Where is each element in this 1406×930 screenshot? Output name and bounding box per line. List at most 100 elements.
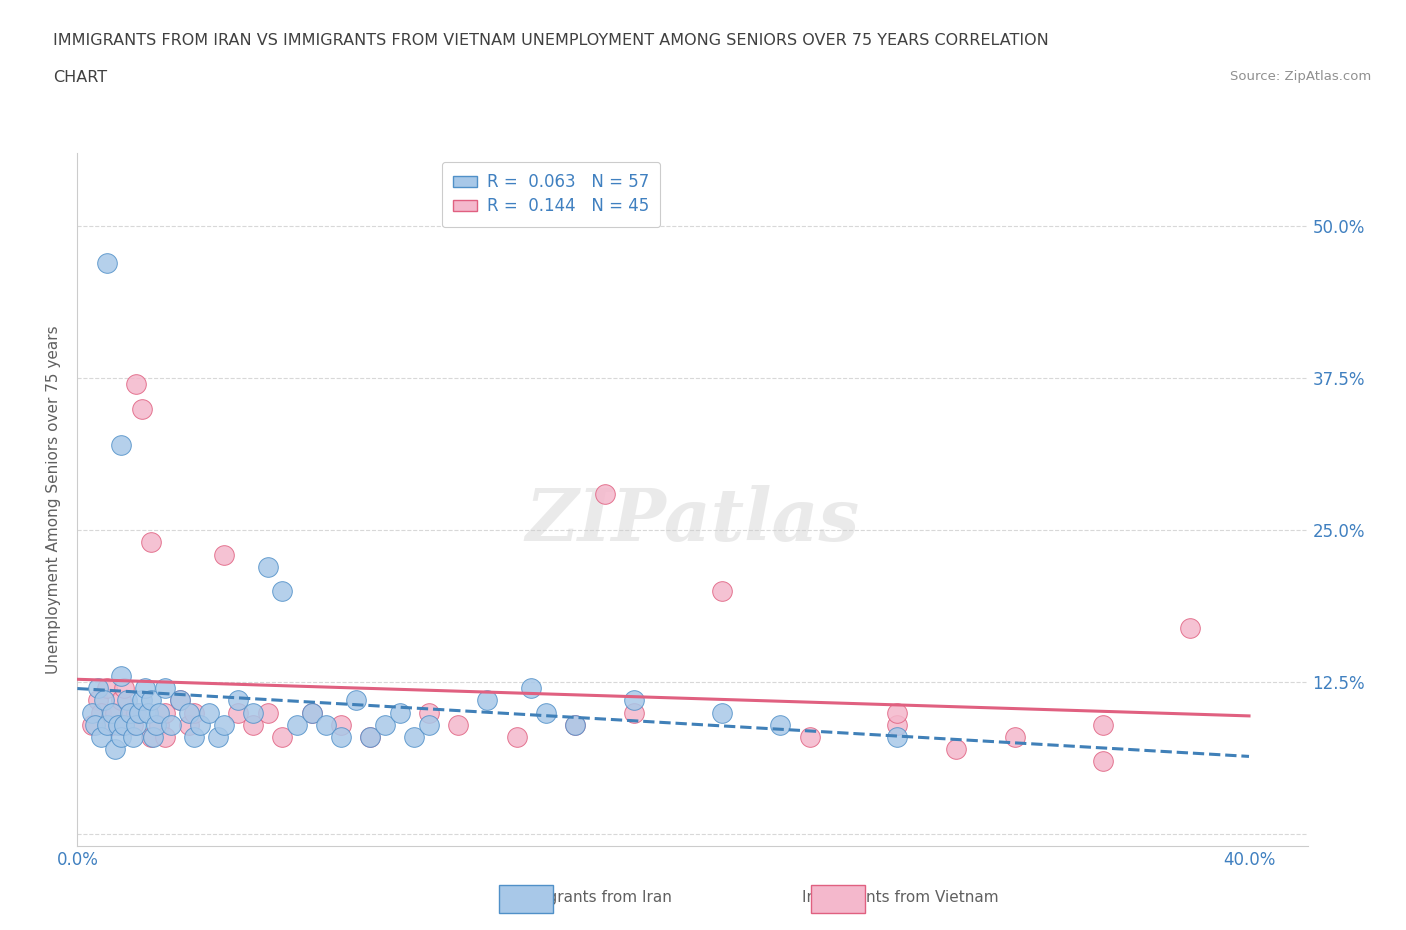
Point <box>115 693 138 708</box>
Point <box>155 705 177 720</box>
Point <box>93 693 115 708</box>
Point <box>228 705 250 720</box>
Point <box>177 717 200 732</box>
Point <box>128 705 150 720</box>
Point <box>139 693 162 708</box>
Point <box>87 681 110 696</box>
Text: CHART: CHART <box>53 70 107 85</box>
Point <box>623 705 645 720</box>
Point <box>710 584 733 599</box>
Point <box>404 729 426 744</box>
Point <box>134 681 156 696</box>
Point <box>131 693 153 708</box>
Point <box>96 681 118 696</box>
Point <box>477 693 499 708</box>
Point <box>212 547 235 562</box>
Point <box>330 729 353 744</box>
Point <box>564 717 586 732</box>
Point <box>177 705 200 720</box>
Point <box>242 705 264 720</box>
Point <box>90 705 112 720</box>
Point <box>242 717 264 732</box>
Point <box>198 705 221 720</box>
Point <box>112 681 135 696</box>
Point <box>148 705 170 720</box>
Point <box>315 717 337 732</box>
Point <box>139 729 162 744</box>
Point <box>271 729 294 744</box>
Point <box>110 438 132 453</box>
Point <box>125 705 148 720</box>
Point <box>1180 620 1202 635</box>
Text: ZIPatlas: ZIPatlas <box>526 485 859 556</box>
Point <box>623 693 645 708</box>
Point <box>110 729 132 744</box>
Point <box>104 741 127 756</box>
Point <box>388 705 411 720</box>
Text: IMMIGRANTS FROM IRAN VS IMMIGRANTS FROM VIETNAM UNEMPLOYMENT AMONG SENIORS OVER : IMMIGRANTS FROM IRAN VS IMMIGRANTS FROM … <box>53 33 1049 47</box>
Point <box>120 705 141 720</box>
Point <box>87 693 110 708</box>
Point <box>139 535 162 550</box>
Text: Source: ZipAtlas.com: Source: ZipAtlas.com <box>1230 70 1371 83</box>
Text: Immigrants from Vietnam: Immigrants from Vietnam <box>801 890 998 905</box>
Point <box>212 717 235 732</box>
Point <box>447 717 470 732</box>
Point <box>285 717 308 732</box>
Point <box>886 705 908 720</box>
Point <box>330 717 353 732</box>
Point <box>271 584 294 599</box>
Point <box>418 705 440 720</box>
Point <box>125 377 148 392</box>
Point <box>183 705 205 720</box>
Point <box>1091 717 1114 732</box>
Y-axis label: Unemployment Among Seniors over 75 years: Unemployment Among Seniors over 75 years <box>46 326 62 674</box>
Point <box>710 705 733 720</box>
Point <box>122 717 145 732</box>
Point <box>125 717 148 732</box>
Point <box>374 717 396 732</box>
Point <box>110 693 132 708</box>
Point <box>80 717 103 732</box>
Point <box>142 729 165 744</box>
Point <box>301 705 323 720</box>
Point <box>534 705 557 720</box>
Point <box>131 401 153 416</box>
Point <box>120 705 141 720</box>
Point <box>520 681 543 696</box>
Point <box>359 729 381 744</box>
Point <box>136 705 159 720</box>
Point <box>183 729 205 744</box>
Point <box>110 717 132 732</box>
Point <box>110 669 132 684</box>
Point <box>886 717 908 732</box>
Point <box>101 705 124 720</box>
Point <box>96 256 118 271</box>
Legend: R =  0.063   N = 57, R =  0.144   N = 45: R = 0.063 N = 57, R = 0.144 N = 45 <box>441 162 661 227</box>
Point <box>160 717 183 732</box>
Point <box>112 717 135 732</box>
Point <box>169 693 191 708</box>
Point <box>148 717 170 732</box>
Point <box>418 717 440 732</box>
Point <box>1091 754 1114 769</box>
Point <box>506 729 529 744</box>
Point <box>886 729 908 744</box>
Point <box>769 717 792 732</box>
Point <box>256 559 278 574</box>
Point <box>593 486 616 501</box>
Text: Immigrants from Iran: Immigrants from Iran <box>509 890 672 905</box>
Point <box>169 693 191 708</box>
Point <box>96 717 118 732</box>
Point <box>344 693 367 708</box>
Point <box>207 729 229 744</box>
Point <box>301 705 323 720</box>
Point <box>564 717 586 732</box>
Point <box>256 705 278 720</box>
Point <box>101 717 124 732</box>
Point <box>104 705 127 720</box>
Point <box>84 717 107 732</box>
Point <box>107 717 129 732</box>
Point <box>228 693 250 708</box>
Point <box>799 729 821 744</box>
